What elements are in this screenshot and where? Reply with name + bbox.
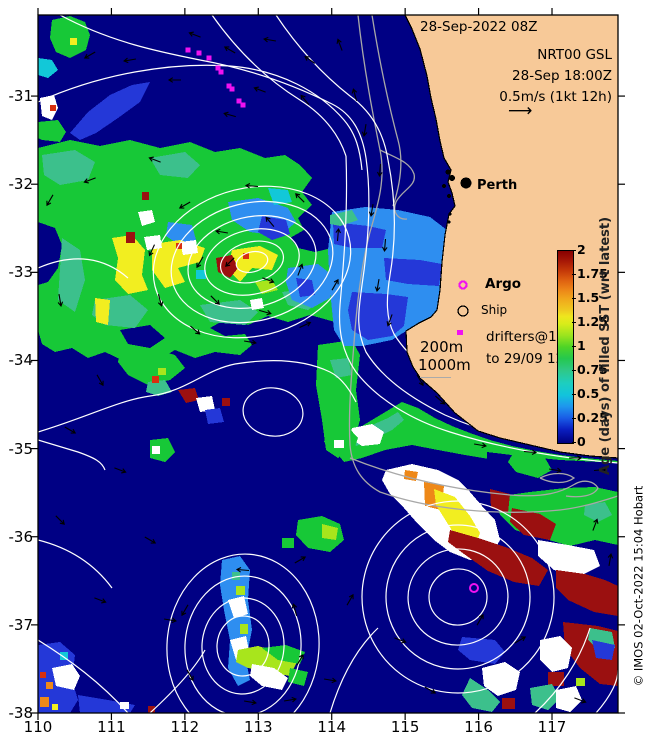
product-name-label: NRT00 GSL: [537, 47, 612, 63]
colorbar-tick-label: 1: [577, 338, 586, 353]
x-tick-label: 110: [23, 718, 53, 736]
colorbar-tick-mark: [572, 370, 576, 371]
y-tick-label: -34: [8, 351, 34, 370]
x-tick-label: 111: [97, 718, 126, 736]
perth-city-label: Perth: [477, 178, 518, 193]
colorbar-tick-mark: [572, 250, 576, 251]
colorbar-tick-label: 0.25: [577, 410, 608, 425]
colorbar-tick-mark: [572, 274, 576, 275]
colorbar-tick-label: 1.25: [577, 314, 608, 329]
colorbar: [557, 250, 574, 444]
colorbar-tick-mark: [572, 298, 576, 299]
colorbar-tick-label: 0.75: [577, 362, 608, 377]
y-tick-label: -31: [8, 87, 34, 106]
analysis-datetime-label: 28-Sep-2022 08Z: [420, 19, 538, 35]
x-tick-label: 115: [390, 718, 420, 736]
colorbar-tick-mark: [572, 418, 576, 419]
colorbar-tick-label: 2: [577, 242, 586, 257]
y-tick-label: -35: [8, 439, 34, 458]
legend-ship-label: Ship: [481, 303, 508, 317]
colorbar-tick-mark: [572, 442, 576, 443]
valid-datetime-label: 28-Sep 18:00Z: [512, 68, 612, 84]
x-tick-label: 116: [464, 718, 493, 736]
colorbar-tick-mark: [572, 346, 576, 347]
colorbar-tick-mark: [572, 322, 576, 323]
colorbar-tick-label: 1.75: [577, 266, 608, 281]
x-tick-label: 113: [243, 718, 273, 736]
isobath-legend-line: [420, 377, 451, 378]
y-tick-label: -33: [8, 263, 34, 282]
y-tick-label: -32: [8, 175, 34, 194]
isobath-1000m-label: 1000m: [418, 356, 471, 374]
y-tick-label: -38: [8, 704, 34, 722]
legend-drifters-label-line2: to 29/09 12Z: [486, 351, 574, 367]
colorbar-tick-label: 0.5: [577, 386, 600, 401]
colorbar-tick-label: 1.5: [577, 290, 600, 305]
legend-argo-label: Argo: [485, 276, 522, 292]
y-tick-label: -37: [8, 615, 34, 634]
colorbar-axis-label: Age (days) of filled SST (wrt latest): [597, 216, 613, 476]
legend-drifters-label-line1: drifters@12Z: [486, 329, 575, 345]
y-tick-label: -36: [8, 527, 34, 546]
velocity-scale-arrow-icon: ⟶: [508, 101, 533, 121]
velocity-scale-label: 0.5m/s (1kt 12h): [499, 89, 612, 105]
isobath-200m-label: 200m: [420, 338, 464, 356]
credit-line: © IMOS 02-Oct-2022 15:04 Hobart: [631, 485, 646, 687]
colorbar-tick-mark: [572, 394, 576, 395]
x-tick-label: 117: [537, 718, 567, 736]
colorbar-tick-label: 0: [577, 434, 586, 449]
x-tick-label: 114: [317, 718, 347, 736]
x-tick-label: 112: [170, 718, 200, 736]
